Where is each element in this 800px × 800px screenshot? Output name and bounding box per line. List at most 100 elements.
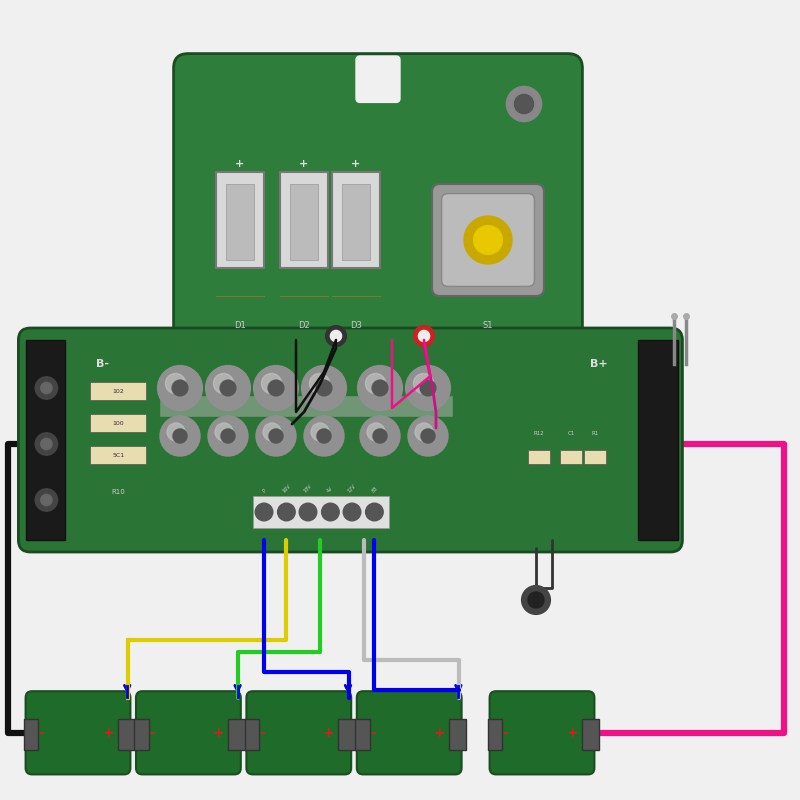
- Bar: [638, 340, 678, 540]
- Circle shape: [311, 423, 329, 441]
- Bar: [90, 382, 146, 400]
- Bar: [280, 172, 328, 268]
- Circle shape: [408, 416, 448, 456]
- Circle shape: [254, 366, 298, 410]
- Circle shape: [330, 330, 342, 342]
- Bar: [560, 450, 582, 464]
- Circle shape: [299, 503, 317, 521]
- Circle shape: [414, 374, 434, 394]
- Circle shape: [35, 489, 58, 511]
- Circle shape: [158, 366, 202, 410]
- Text: 100: 100: [113, 421, 124, 426]
- Circle shape: [372, 380, 388, 396]
- Circle shape: [160, 416, 200, 456]
- Text: 16V: 16V: [282, 483, 291, 494]
- Bar: [528, 450, 550, 464]
- Circle shape: [358, 366, 402, 410]
- Circle shape: [173, 429, 187, 443]
- Text: D3: D3: [350, 322, 362, 330]
- Circle shape: [420, 380, 436, 396]
- Circle shape: [41, 382, 52, 394]
- Bar: [90, 414, 146, 432]
- Circle shape: [220, 380, 236, 396]
- Circle shape: [474, 226, 502, 254]
- Circle shape: [206, 366, 250, 410]
- Circle shape: [208, 416, 248, 456]
- Circle shape: [373, 429, 387, 443]
- Bar: [26, 340, 65, 540]
- Circle shape: [367, 423, 385, 441]
- Bar: [290, 184, 318, 260]
- Circle shape: [406, 366, 450, 410]
- Circle shape: [278, 503, 295, 521]
- Text: -: -: [38, 726, 45, 740]
- Text: -: -: [370, 726, 376, 740]
- FancyBboxPatch shape: [432, 184, 544, 296]
- Bar: [332, 172, 380, 268]
- Bar: [342, 184, 370, 260]
- FancyBboxPatch shape: [490, 691, 594, 774]
- Circle shape: [269, 429, 283, 443]
- Bar: [134, 718, 149, 750]
- Circle shape: [421, 429, 435, 443]
- Text: R12: R12: [534, 431, 545, 436]
- Text: D1: D1: [234, 322, 246, 330]
- Circle shape: [268, 380, 284, 396]
- Text: +: +: [299, 159, 309, 169]
- Bar: [338, 718, 356, 750]
- Circle shape: [343, 503, 361, 521]
- Circle shape: [302, 366, 346, 410]
- Text: B-: B-: [96, 359, 109, 369]
- Circle shape: [414, 326, 434, 346]
- Text: +: +: [235, 159, 245, 169]
- Bar: [449, 718, 466, 750]
- FancyBboxPatch shape: [356, 56, 400, 102]
- Circle shape: [166, 374, 186, 394]
- Text: C1: C1: [567, 431, 575, 436]
- Text: B+: B+: [590, 359, 607, 369]
- Circle shape: [167, 423, 185, 441]
- Circle shape: [464, 216, 512, 264]
- FancyBboxPatch shape: [26, 691, 130, 774]
- Bar: [216, 172, 264, 268]
- Circle shape: [360, 416, 400, 456]
- Text: +: +: [102, 726, 114, 740]
- Bar: [24, 718, 38, 750]
- Circle shape: [255, 503, 273, 521]
- Text: S1: S1: [482, 322, 494, 330]
- Circle shape: [528, 592, 544, 608]
- Circle shape: [172, 380, 188, 396]
- Text: D2: D2: [298, 322, 310, 330]
- FancyBboxPatch shape: [174, 54, 582, 354]
- Text: 12V: 12V: [347, 483, 357, 494]
- Circle shape: [215, 423, 233, 441]
- Circle shape: [41, 438, 52, 450]
- Circle shape: [326, 326, 346, 346]
- Circle shape: [514, 94, 534, 114]
- FancyBboxPatch shape: [442, 194, 534, 286]
- Circle shape: [41, 494, 52, 506]
- Text: 8B: 8B: [370, 486, 378, 494]
- Text: R10: R10: [111, 489, 126, 495]
- Circle shape: [522, 586, 550, 614]
- Bar: [160, 396, 452, 416]
- Circle shape: [310, 374, 330, 394]
- Bar: [584, 450, 606, 464]
- Circle shape: [316, 380, 332, 396]
- Circle shape: [322, 503, 339, 521]
- Text: +: +: [351, 159, 361, 169]
- FancyBboxPatch shape: [18, 328, 682, 552]
- Text: -: -: [259, 726, 266, 740]
- Circle shape: [221, 429, 235, 443]
- Circle shape: [262, 374, 282, 394]
- Circle shape: [256, 416, 296, 456]
- Circle shape: [415, 423, 433, 441]
- Bar: [228, 718, 246, 750]
- Circle shape: [418, 330, 430, 342]
- Text: 18V: 18V: [303, 483, 313, 494]
- Bar: [118, 718, 135, 750]
- Circle shape: [304, 416, 344, 456]
- Bar: [488, 718, 502, 750]
- Bar: [253, 496, 389, 528]
- Circle shape: [317, 429, 331, 443]
